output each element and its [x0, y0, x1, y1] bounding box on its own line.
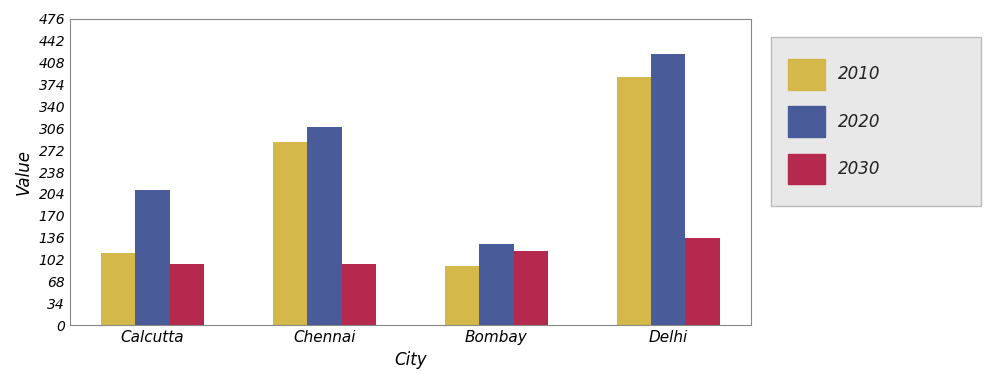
Bar	[479, 244, 514, 325]
Text: 2010: 2010	[838, 65, 881, 83]
Bar	[788, 59, 826, 89]
Bar	[617, 77, 651, 325]
Bar	[341, 264, 376, 325]
Text: 2020: 2020	[838, 113, 881, 131]
Bar	[101, 253, 135, 325]
Bar	[135, 190, 170, 325]
Bar	[170, 264, 204, 325]
FancyBboxPatch shape	[771, 37, 981, 206]
Text: 2030: 2030	[838, 160, 881, 178]
X-axis label: City: City	[394, 351, 426, 369]
Bar	[788, 106, 826, 137]
Y-axis label: Value: Value	[15, 149, 33, 195]
Bar	[788, 153, 826, 184]
Bar	[273, 142, 307, 325]
Bar	[651, 54, 686, 325]
Bar	[444, 266, 479, 325]
Bar	[686, 238, 720, 325]
Bar	[307, 127, 341, 325]
Bar	[514, 251, 548, 325]
